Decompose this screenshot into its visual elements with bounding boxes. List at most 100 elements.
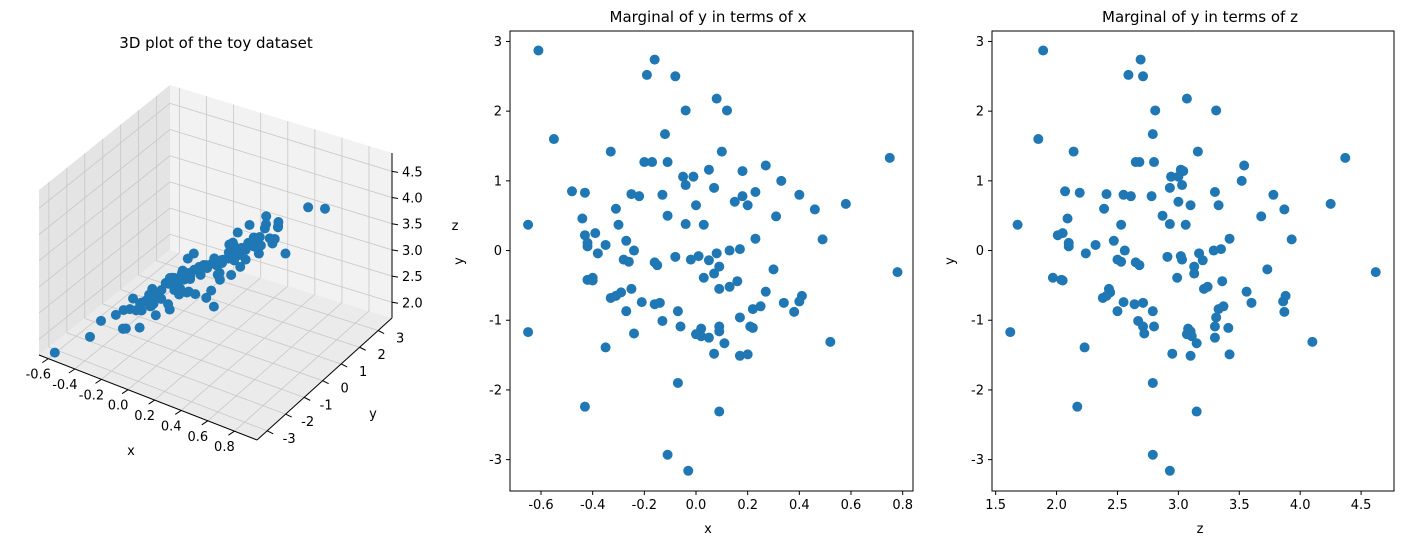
x-ytick-label: -1 [489,314,502,329]
z-point [1134,157,1145,168]
z-point [1079,342,1090,353]
z-point [1012,219,1023,230]
3d-point [134,322,145,333]
z-point [1192,146,1203,157]
x-point [680,180,691,191]
z-point [1123,69,1134,80]
z-point [1166,171,1177,182]
z-ytick-label: 1 [976,174,984,189]
z-gridline-side [38,207,171,314]
z-gridline [169,181,393,251]
z-point [1175,251,1186,262]
x-xtick-label: -0.2 [632,498,657,513]
x-tick-label: -0.6 [26,368,51,383]
y-tick-label: -1 [320,398,333,413]
3d-point [303,202,314,213]
z-ytick-label: -3 [971,453,984,468]
y-tick-mark [285,413,292,418]
x-point [683,465,694,476]
z-point [1146,191,1157,202]
x-point [719,338,730,349]
z-point [1063,237,1074,248]
x-point [778,297,789,308]
z-point [1149,321,1160,332]
z-point [1162,251,1173,262]
x-point [577,213,588,224]
xlabel-3d: x [127,444,135,459]
x-point [685,254,696,265]
y-gridline [48,346,268,432]
z-tick-mark [391,197,399,200]
3d-point [149,293,160,304]
x-point [579,401,590,412]
3d-point [163,299,174,310]
x-point [747,304,758,315]
z-gridline [169,207,393,277]
xlabel-x: x [704,522,712,537]
x-point [698,219,709,230]
z-point [1112,306,1123,317]
z-point [1239,160,1250,171]
axes-3d [38,153,393,441]
x-point [737,191,748,202]
z-point [1057,275,1068,286]
x-tick-mark [201,420,209,426]
x-point [709,268,720,279]
z-point [1147,129,1158,140]
z-xtick-label: 3.5 [1229,498,1250,513]
x-point [722,105,732,116]
z-point [1223,322,1234,333]
z-point [1173,171,1184,182]
z-point [1139,328,1150,339]
z-point [1209,187,1220,197]
z-point [1286,234,1297,245]
3d-point [273,217,284,228]
z-point [1191,338,1202,349]
z-point [1147,449,1158,460]
z-point [1241,286,1252,297]
z-point [1164,182,1175,193]
z-point [1062,213,1073,224]
x-point [825,336,836,347]
x-gridline [234,310,370,432]
x-point [709,348,720,359]
z-xtick-label: 1.5 [985,498,1006,513]
z-point [1068,146,1079,157]
z-point [1164,465,1175,476]
x-point [760,160,771,171]
z-point [1202,281,1213,292]
z-xtick-label: 3.0 [1168,498,1189,513]
z-point [1216,244,1227,255]
y-tick-mark [377,330,385,334]
x-point [703,255,714,266]
3d-point [128,293,139,304]
x-tick-mark [174,410,182,415]
z-point [1101,189,1112,200]
3d-point [261,211,272,222]
x-axis-line [38,354,258,441]
z-point [1147,306,1158,317]
z-point [1090,239,1101,250]
3d-point [319,203,330,214]
x-point [675,321,686,332]
3d-point [96,315,107,326]
x-point [742,349,753,360]
x-point [716,146,727,157]
3d-point [240,244,251,255]
x-point [579,230,590,241]
3d-point [182,253,193,264]
y-tick-mark [266,430,274,435]
x-point [600,239,611,250]
x-xtick-label: 0.6 [841,498,862,513]
y-tick-label: -3 [283,432,296,447]
x-point [621,306,632,317]
z-point [1072,401,1083,412]
z-point [1211,105,1222,116]
z-point [1057,228,1068,239]
z-point [1167,348,1178,359]
z-point [1185,350,1196,361]
x-point [840,198,851,209]
3d-point [264,233,275,244]
